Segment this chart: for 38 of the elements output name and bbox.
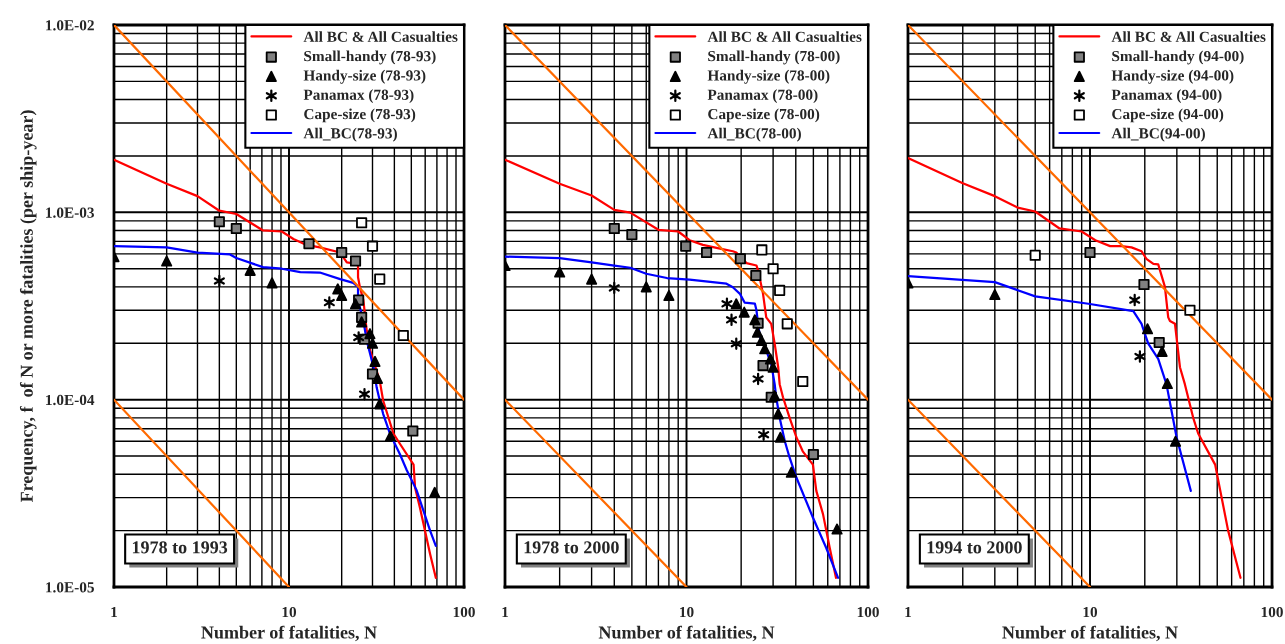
x-axis-title: Number of fatalities, N	[598, 625, 775, 642]
legend-label: Handy-size (78-93)	[303, 69, 426, 84]
legend-label: Cape-size (78-00)	[708, 108, 820, 123]
y-tick-label: 1.0E-02	[46, 20, 94, 31]
x-tick-label: 1	[905, 606, 912, 618]
x-tick-label: 10	[680, 606, 694, 618]
legend-label: Panamax (78-93)	[303, 89, 414, 104]
legend-label: Small-handy (78-93)	[304, 50, 436, 65]
x-tick-label: 1	[111, 606, 118, 618]
x-tick-label: 1	[502, 606, 509, 618]
legend-label: Panamax (94-00)	[1111, 89, 1222, 104]
legend-label: Cape-size (78-93)	[304, 108, 416, 123]
legend-label: All_BC(78-00)	[707, 127, 801, 142]
legend-label: Panamax (78-00)	[707, 89, 818, 104]
legend-label: All BC & All Casualties	[303, 31, 458, 42]
legend-label: All BC & All Casualties	[707, 31, 862, 42]
legend-label: Handy-size (94-00)	[1111, 69, 1234, 84]
legend-label: All_BC(94-00)	[1111, 127, 1205, 142]
x-axis-title: Number of fatalities, N	[1002, 625, 1178, 642]
x-tick-label: 100	[857, 606, 879, 618]
legend-label: Handy-size (78-00)	[707, 69, 830, 84]
legend-label: All BC & All Casualties	[1111, 31, 1266, 42]
x-tick-label: 100	[1261, 606, 1283, 618]
x-axis-title: Number of fatalities, N	[201, 625, 377, 642]
y-tick-label: 1.0E-05	[46, 582, 94, 593]
legend-label: Cape-size (94-00)	[1112, 108, 1224, 123]
annotation: 1978 to 2000	[524, 541, 619, 554]
legend-label: Small-handy (94-00)	[1112, 50, 1244, 65]
legend-label: Small-handy (78-00)	[708, 50, 840, 65]
y-tick-label: 1.0E-03	[46, 207, 95, 218]
x-tick-label: 10	[282, 606, 297, 618]
y-axis-title: Frequency, f of N or more fatalities (per ship-year)	[19, 110, 37, 503]
x-tick-label: 10	[1083, 606, 1098, 618]
y-tick-label: 1.0E-04	[46, 394, 95, 406]
annotation: 1994 to 2000	[927, 541, 1022, 554]
legend-label: All_BC(78-93)	[303, 127, 397, 142]
x-tick-label: 100	[453, 606, 475, 618]
annotation: 1978 to 1993	[132, 541, 228, 554]
